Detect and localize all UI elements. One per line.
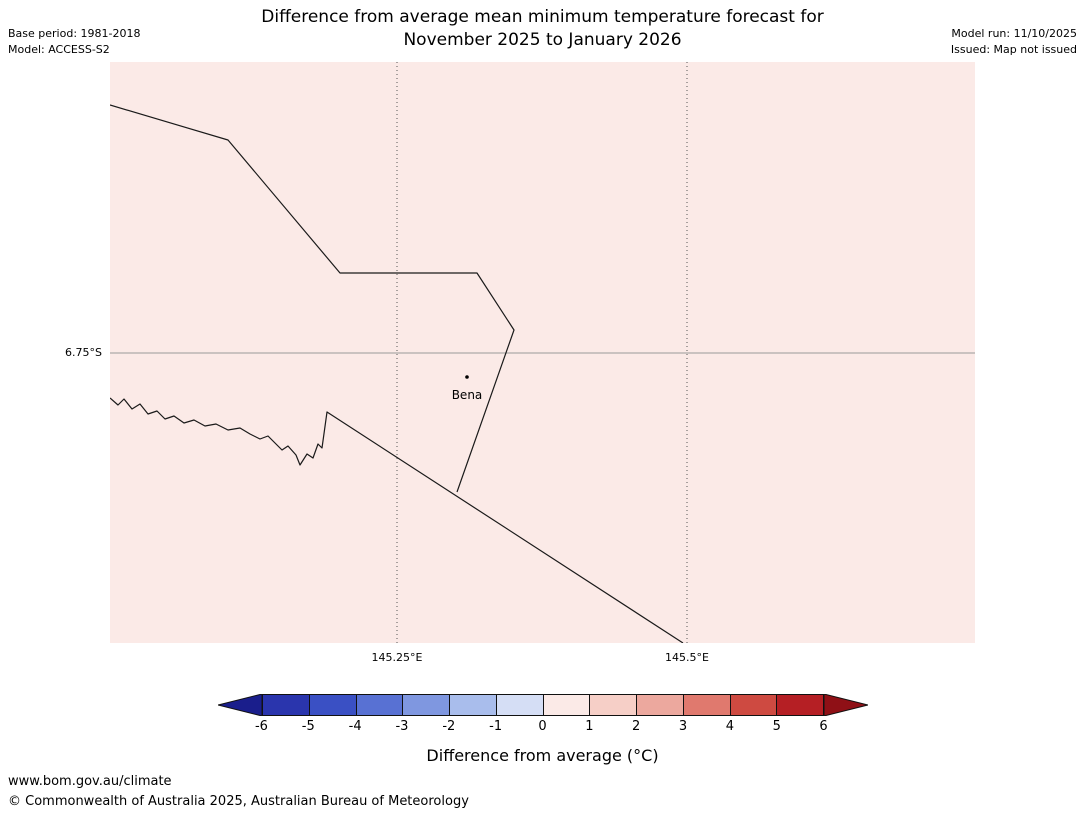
colorbar-tick-label: -6 <box>254 719 268 734</box>
title-line-1: Difference from average mean minimum tem… <box>261 7 824 27</box>
meta-right: Model run: 11/10/2025 Issued: Map not is… <box>951 26 1077 58</box>
colorbar-tick-label: 0 <box>538 719 547 734</box>
colorbar-segment <box>496 695 544 715</box>
ytick-label-675s: 6.75°S <box>65 346 102 359</box>
colorbar-tick-label: 5 <box>772 719 781 734</box>
model-label: Model: ACCESS-S2 <box>8 43 110 56</box>
map-boundary-line-south <box>110 397 684 643</box>
issued-label: Issued: Map not issued <box>950 43 1077 56</box>
colorbar-tick-label: 1 <box>585 719 594 734</box>
base-period-label: Base period: 1981-2018 <box>8 27 141 40</box>
xtick-label-14525e: 145.25°E <box>371 651 423 664</box>
meta-left: Base period: 1981-2018 Model: ACCESS-S2 <box>8 26 140 58</box>
footer-copyright: © Commonwealth of Australia 2025, Austra… <box>8 794 469 809</box>
colorbar-left-arrow-shape <box>218 694 262 716</box>
colorbar-segment <box>777 695 823 715</box>
colorbar-tick-label: 3 <box>678 719 688 734</box>
colorbar-segment <box>309 695 357 715</box>
colorbar-tick-label: -5 <box>301 719 315 734</box>
colorbar-segment <box>590 695 637 715</box>
colorbar-caption: Difference from average (°C) <box>426 746 659 765</box>
colorbar-body <box>262 694 824 716</box>
colorbar-segment <box>356 695 404 715</box>
colorbar-ticks: -6 -5 -4 -3 -2 -1 0 1 2 3 4 5 6 <box>238 719 847 734</box>
colorbar-tick-label: -3 <box>395 719 409 734</box>
bena-marker-dot <box>465 375 469 379</box>
colorbar-tick-label: -1 <box>489 719 503 734</box>
colorbar-tick-label: -4 <box>348 719 362 734</box>
colorbar-right-arrow <box>824 694 868 716</box>
colorbar-tick-label: 2 <box>632 719 641 734</box>
footer-url: www.bom.gov.au/climate <box>8 774 172 789</box>
colorbar-segment <box>543 695 591 715</box>
colorbar-tick-label: -2 <box>442 719 456 734</box>
map-layers <box>110 62 975 643</box>
xtick-label-1455e: 145.5°E <box>665 651 709 664</box>
map-title: Difference from average mean minimum tem… <box>0 6 1085 52</box>
map-boundary-line-north <box>110 104 515 493</box>
colorbar-tick-label: 4 <box>725 719 734 734</box>
colorbar-segment <box>403 695 450 715</box>
colorbar-segment <box>637 695 684 715</box>
bena-marker-label: Bena <box>451 388 483 402</box>
colorbar-left-arrow <box>218 694 262 716</box>
colorbar <box>218 694 868 716</box>
colorbar-right-arrow-shape <box>824 694 868 716</box>
colorbar-segment <box>263 695 310 715</box>
colorbar-segment <box>683 695 731 715</box>
title-line-2: November 2025 to January 2026 <box>403 30 682 50</box>
map-canvas: Bena <box>110 62 975 643</box>
model-run-label: Model run: 11/10/2025 <box>951 27 1077 40</box>
colorbar-segment <box>450 695 497 715</box>
colorbar-tick-label: 6 <box>819 719 828 734</box>
colorbar-segment <box>730 695 778 715</box>
